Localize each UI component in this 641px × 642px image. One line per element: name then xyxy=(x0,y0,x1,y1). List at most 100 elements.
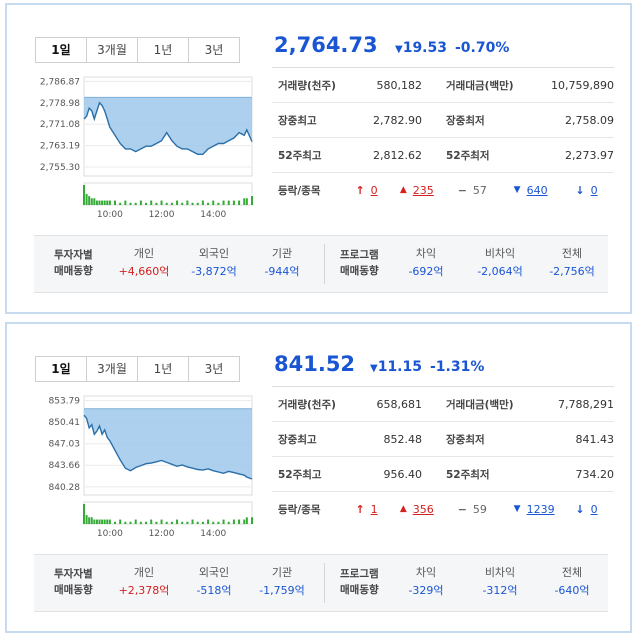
program-non-arbitrage: 비차익 -2,064억 xyxy=(477,247,523,278)
rise-count-link[interactable]: 235 xyxy=(412,183,434,197)
rise-count: ▲ 235 xyxy=(400,184,458,197)
tab-1year[interactable]: 1년 xyxy=(137,37,189,63)
index-change: ▼19.53 xyxy=(395,40,447,56)
volume-bar xyxy=(186,521,189,524)
volume-value: 580,182 xyxy=(376,78,423,92)
day-low-label: 장중최저 xyxy=(446,114,485,127)
lower-limit: ↓ 0 xyxy=(575,503,614,516)
volume-bar xyxy=(181,202,184,205)
lower-limit-link[interactable]: 0 xyxy=(590,183,598,197)
index-panel-kosdaq: 1일 3개월 1년 3년 853.79 850.41 847.03 843.66 840… xyxy=(5,322,632,633)
volume-bar xyxy=(98,200,101,205)
updown-row: 등락/종목 ↑ 1 ▲ 356 −59 ▼ 1239 ↓ 0 xyxy=(272,492,614,526)
day-high-label: 장중최고 xyxy=(278,433,317,446)
lower-limit-link[interactable]: 0 xyxy=(590,502,598,516)
tab-3year[interactable]: 3년 xyxy=(188,356,240,382)
dash-icon: − xyxy=(457,502,467,516)
lower-limit: ↓ 0 xyxy=(575,184,614,197)
tab-1day[interactable]: 1일 xyxy=(35,37,87,63)
volume-bar xyxy=(93,519,96,524)
fall-count-link[interactable]: 640 xyxy=(526,183,548,197)
arrow-down-icon: ↓ xyxy=(575,183,585,197)
y-tick-label: 2,771.08 xyxy=(40,120,80,130)
volume-bar xyxy=(251,196,253,205)
trading-trend-box: 투자자별 매매동향 개인 +2,378억 외국인 -518억 기관 -1,759… xyxy=(34,554,608,612)
day-low-label: 장중최저 xyxy=(446,433,485,446)
volume-bar xyxy=(95,519,98,524)
volume-bar xyxy=(90,198,93,205)
triangle-down-icon: ▼ xyxy=(395,44,403,55)
stats-row: 장중최고 2,782.90 장중최저 2,758.09 xyxy=(272,103,614,138)
volume-label: 거래량(천주) xyxy=(278,79,336,92)
volume-label: 거래량(천주) xyxy=(278,398,336,411)
volume-bar xyxy=(170,521,173,524)
volume-bar xyxy=(201,521,204,524)
volume-bar xyxy=(217,202,220,205)
volume-bar xyxy=(243,519,246,524)
period-tabs: 1일 3개월 1년 3년 xyxy=(35,356,240,382)
volume-bar xyxy=(90,517,93,524)
volume-bar xyxy=(101,519,104,524)
tab-3month[interactable]: 3개월 xyxy=(86,356,138,382)
program-total: 전체 -640억 xyxy=(554,566,590,597)
volume-bar xyxy=(232,519,235,524)
volume-bar xyxy=(165,521,168,524)
tab-3year[interactable]: 3년 xyxy=(188,37,240,63)
stats-row: 52주최고 2,812.62 52주최저 2,273.97 xyxy=(272,138,614,173)
volume-bar xyxy=(103,519,106,524)
fall-count-link[interactable]: 1239 xyxy=(526,502,555,516)
x-tick-label: 12:00 xyxy=(149,529,175,539)
y-tick-label: 2,763.19 xyxy=(40,142,80,152)
x-tick-label: 14:00 xyxy=(200,210,226,220)
volume-bar xyxy=(170,202,173,205)
upper-limit-link[interactable]: 0 xyxy=(370,183,378,197)
volume-bar xyxy=(191,519,194,524)
program-arbitrage: 차익 -329억 xyxy=(408,566,444,597)
x-tick-label: 10:00 xyxy=(97,210,123,220)
volume-bar xyxy=(207,202,210,205)
intraday-chart: 853.79 850.41 847.03 843.66 840.28 10:00 12:00… xyxy=(22,388,254,539)
day-high-value: 2,782.90 xyxy=(373,113,422,127)
rise-count-link[interactable]: 356 xyxy=(412,502,434,516)
volume-bar xyxy=(124,521,127,524)
y-tick-label: 2,786.87 xyxy=(40,77,80,87)
y-tick-label: 843.66 xyxy=(49,461,81,471)
arrow-up-icon: ↑ xyxy=(355,502,365,516)
volume-bar xyxy=(155,202,158,205)
volume-bar xyxy=(103,200,106,205)
w52-high-value: 956.40 xyxy=(383,467,423,481)
investor-trend-header: 투자자별 매매동향 xyxy=(54,568,93,596)
tab-3month[interactable]: 3개월 xyxy=(86,37,138,63)
w52-high-label: 52주최고 xyxy=(278,149,322,162)
stats-table: 거래량(천주) 658,681 거래대금(백만) 7,788,291 장중최고 … xyxy=(272,386,614,526)
tab-1day[interactable]: 1일 xyxy=(35,356,87,382)
updown-label: 등락/종목 xyxy=(278,184,321,197)
volume-bar xyxy=(119,519,122,524)
upper-limit: ↑ 1 xyxy=(347,503,399,516)
volume-bar xyxy=(88,517,91,524)
flat-count: −59 xyxy=(457,502,487,516)
stats-row: 거래량(천주) 580,182 거래대금(백만) 10,759,890 xyxy=(272,68,614,103)
tab-1year[interactable]: 1년 xyxy=(137,356,189,382)
upper-limit: ↑ 0 xyxy=(347,184,399,197)
x-tick-label: 12:00 xyxy=(149,210,175,220)
w52-high-value: 2,812.62 xyxy=(373,148,422,162)
w52-high-label: 52주최고 xyxy=(278,468,322,481)
fall-count: ▼ 1239 xyxy=(514,503,576,516)
volume-bar xyxy=(145,521,148,524)
index-price: 2,764.73 xyxy=(274,33,378,57)
fall-count: ▼ 640 xyxy=(514,184,576,197)
upper-limit-link[interactable]: 1 xyxy=(370,502,378,516)
volume-bar xyxy=(106,519,109,524)
volume-bar xyxy=(83,504,85,524)
updown-label: 등락/종목 xyxy=(278,503,321,516)
stats-row: 52주최고 956.40 52주최저 734.20 xyxy=(272,457,614,492)
stats-table: 거래량(천주) 580,182 거래대금(백만) 10,759,890 장중최고… xyxy=(272,67,614,207)
updown-row: 등락/종목 ↑ 0 ▲ 235 −57 ▼ 640 ↓ 0 xyxy=(272,173,614,207)
volume-bar xyxy=(238,200,241,205)
program-trend-header: 프로그램 매매동향 xyxy=(340,568,379,596)
w52-low-label: 52주최저 xyxy=(446,149,490,162)
volume-bar xyxy=(83,185,85,205)
volume-bar xyxy=(139,521,142,524)
volume-bar xyxy=(165,202,168,205)
